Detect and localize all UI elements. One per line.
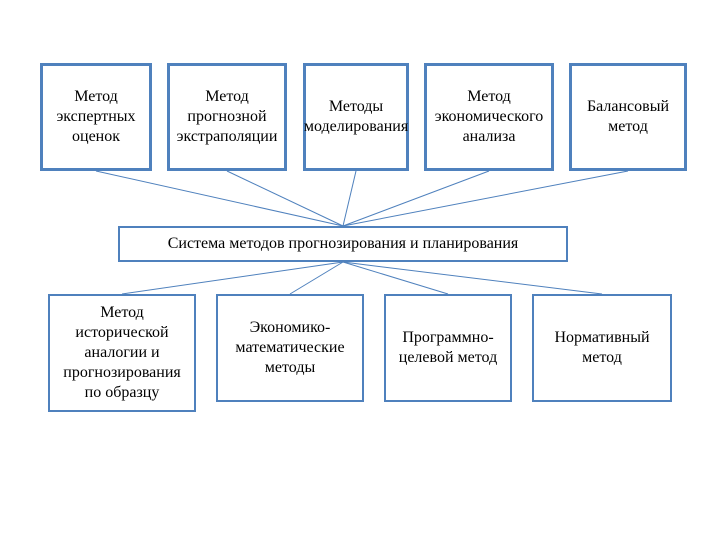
node-top-modeling: Методы моделирования: [303, 63, 409, 171]
node-label: Система методов прогнозирования и планир…: [168, 234, 519, 254]
node-bottom-program: Программно-целевой метод: [384, 294, 512, 402]
node-label: Методы моделирования: [304, 97, 408, 137]
node-label: Метод прогнозной экстраполяции: [174, 87, 280, 147]
node-center: Система методов прогнозирования и планир…: [118, 226, 568, 262]
node-top-expert: Метод экспертных оценок: [40, 63, 152, 171]
node-label: Нормативный метод: [538, 328, 666, 368]
node-label: Экономико-математические методы: [222, 318, 358, 378]
node-top-econanal: Метод экономического анализа: [424, 63, 554, 171]
node-top-balance: Балансовый метод: [569, 63, 687, 171]
node-bottom-norm: Нормативный метод: [532, 294, 672, 402]
node-bottom-hist: Метод исторической аналогии и прогнозиро…: [48, 294, 196, 412]
node-label: Балансовый метод: [576, 97, 680, 137]
node-label: Метод экспертных оценок: [47, 87, 145, 147]
node-label: Метод экономического анализа: [431, 87, 547, 147]
node-bottom-econmath: Экономико-математические методы: [216, 294, 364, 402]
node-label: Программно-целевой метод: [390, 328, 506, 368]
node-label: Метод исторической аналогии и прогнозиро…: [54, 303, 190, 403]
node-top-extrap: Метод прогнозной экстраполяции: [167, 63, 287, 171]
